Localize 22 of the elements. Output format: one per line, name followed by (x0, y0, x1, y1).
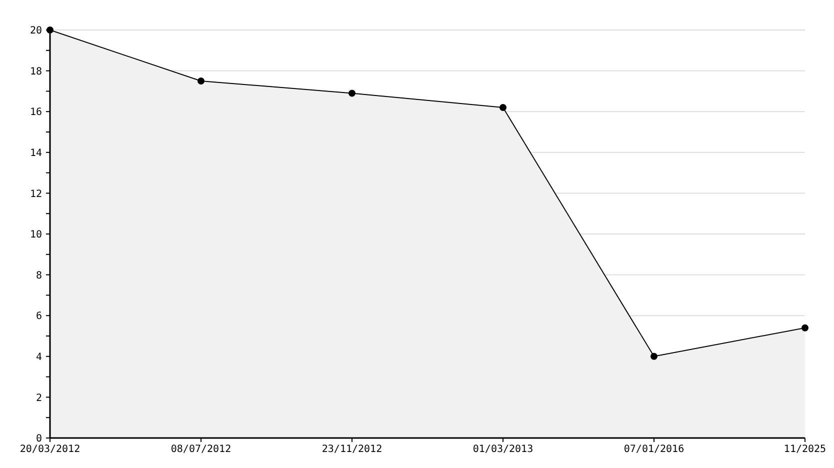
y-tick-label: 4 (36, 352, 42, 363)
x-tick-label: 08/07/2012 (170, 444, 232, 456)
y-tick-label: 6 (36, 311, 42, 322)
y-tick-label: 18 (30, 66, 42, 78)
x-tick-label: 07/01/2016 (624, 444, 684, 456)
x-tick-label: 01/03/2013 (472, 444, 534, 456)
y-tick-label: 10 (30, 230, 42, 241)
x-tick-label: 23/11/2012 (322, 444, 382, 456)
y-tick-label: 12 (30, 188, 42, 200)
y-tick-label: 16 (30, 107, 42, 118)
point (198, 78, 204, 84)
y-tick-label: 2 (36, 392, 42, 404)
point (802, 324, 808, 332)
point (500, 104, 506, 112)
x-tick-label: 20/03/2012 (20, 444, 80, 456)
y-tick-label: 8 (36, 270, 42, 282)
x-tick-label: 11/2025 (784, 444, 826, 456)
point (650, 352, 658, 360)
y-tick-label: 20 (30, 26, 42, 37)
y-tick-label: 14 (30, 148, 42, 159)
point (348, 90, 356, 97)
y-tick-label: 0 (36, 434, 42, 445)
